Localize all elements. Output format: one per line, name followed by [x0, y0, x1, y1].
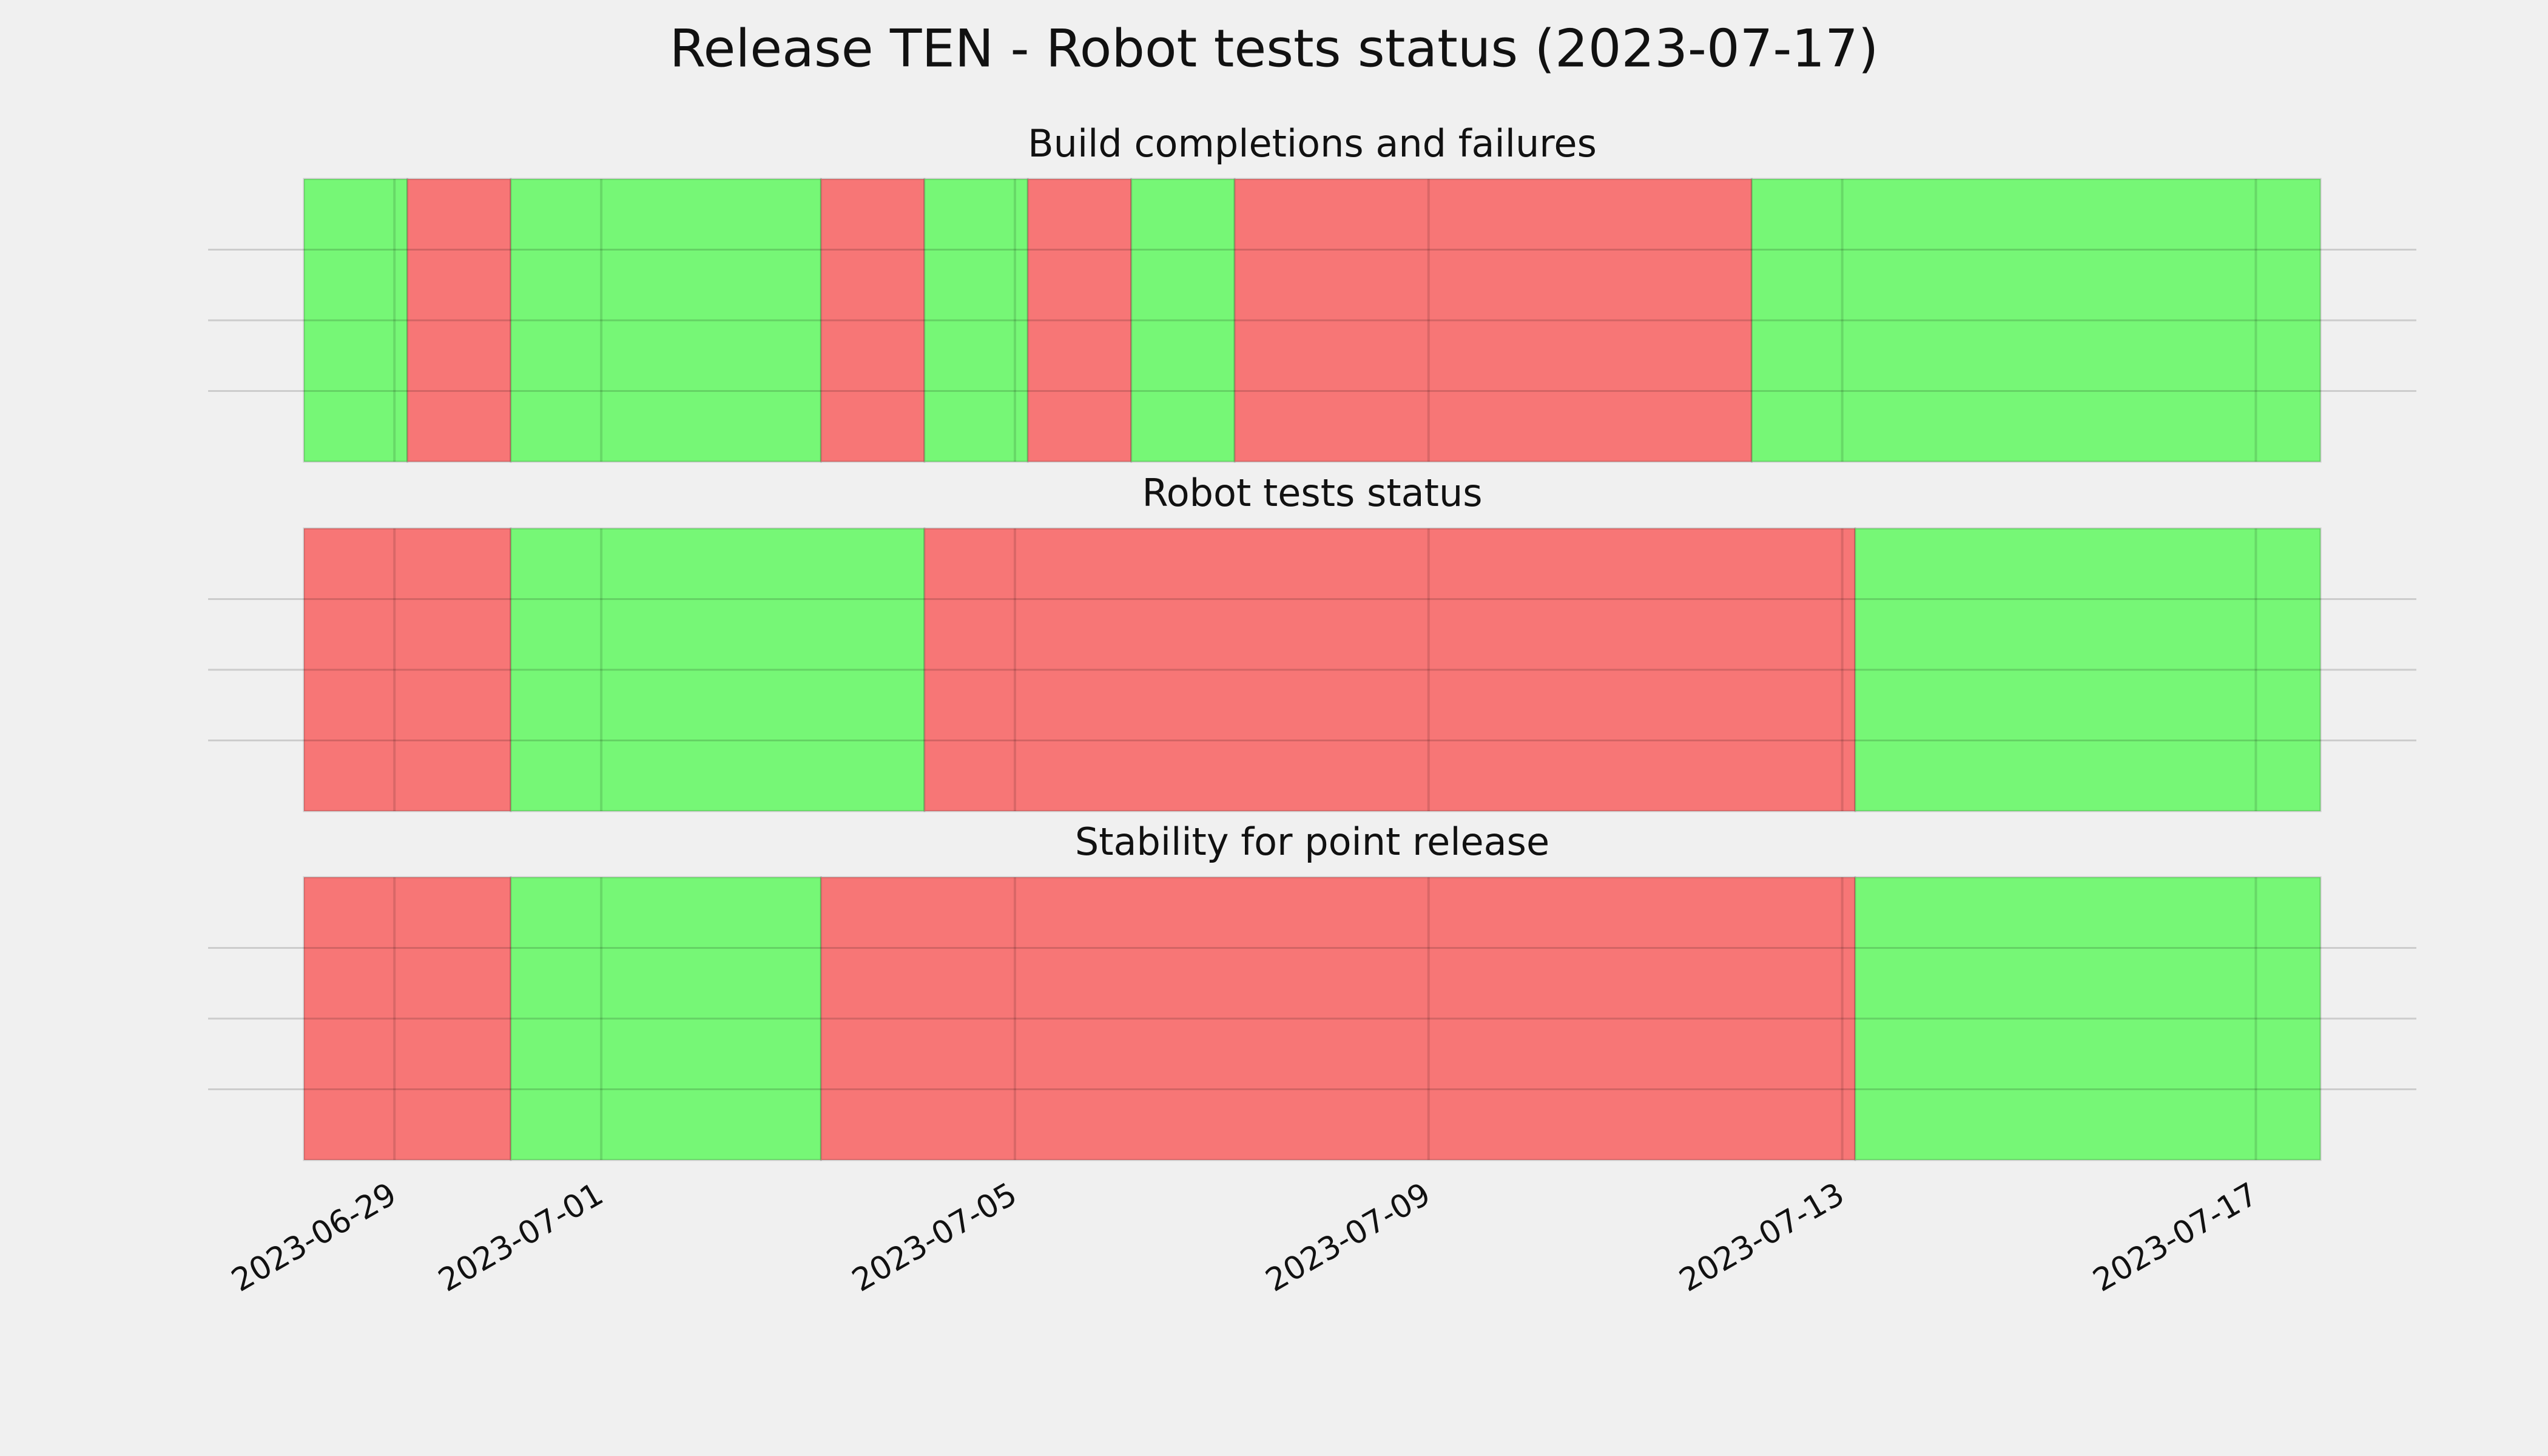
- status-segment: [1233, 178, 1753, 463]
- panel-title: Build completions and failures: [1028, 121, 1597, 166]
- status-segment: [510, 527, 926, 812]
- chart-title: Release TEN - Robot tests status (2023-0…: [670, 18, 1879, 79]
- status-segment: [820, 876, 1856, 1161]
- panel-title: Stability for point release: [1075, 820, 1549, 864]
- status-segment: [303, 178, 408, 463]
- status-segment: [1750, 178, 2322, 463]
- status-segment: [923, 527, 1856, 812]
- status-segment: [303, 876, 512, 1161]
- status-segment: [1854, 876, 2322, 1161]
- status-segment: [820, 178, 926, 463]
- status-segment: [1130, 178, 1236, 463]
- status-segment: [303, 527, 512, 812]
- status-segment: [406, 178, 512, 463]
- status-segment: [510, 178, 822, 463]
- status-segment: [510, 876, 822, 1161]
- status-segment: [1026, 178, 1133, 463]
- panel-title: Robot tests status: [1142, 471, 1482, 515]
- status-segment: [1854, 527, 2322, 812]
- status-segment: [923, 178, 1029, 463]
